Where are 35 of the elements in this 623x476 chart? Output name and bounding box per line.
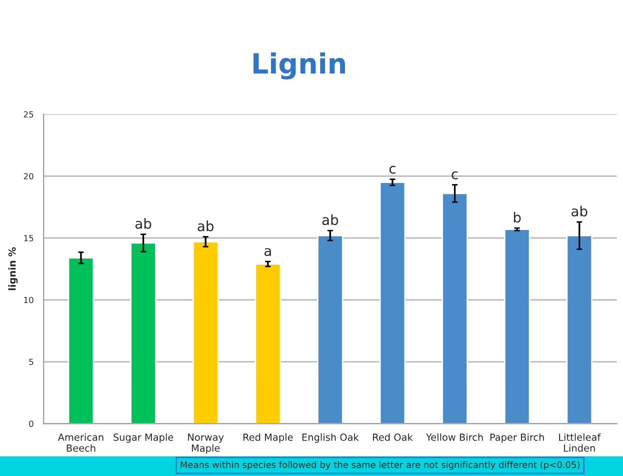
x-tick-label: American Beech [58, 433, 104, 452]
x-tick-label: Paper Birch [490, 433, 544, 443]
y-tick-label: 20 [24, 173, 34, 180]
annotation: ab [572, 206, 588, 216]
y-tick-label: 25 [24, 111, 34, 118]
bar [317, 234, 344, 424]
bar [68, 257, 94, 424]
x-tick-label: Sugar Maple [114, 433, 174, 443]
bar [379, 182, 406, 424]
annotation: ab [198, 220, 214, 232]
annotation: c [452, 171, 458, 180]
y-tick-label: 15 [24, 235, 34, 242]
x-tick-label: Red Maple [243, 433, 293, 443]
bar [130, 242, 156, 424]
text: Means within species followed by the same letter are not significantly different (p<0.05) [180, 461, 580, 470]
y-axis-title: lignin % [8, 247, 18, 290]
annotation: a [264, 248, 271, 256]
x-tick-label: Norway Maple [188, 434, 224, 454]
y-tick-label: 10 [24, 296, 34, 304]
annotation: ab [135, 218, 152, 229]
x-tick-label: Littleleaf Linden [559, 433, 601, 452]
bar [254, 263, 282, 424]
x-tick-label: Yellow Birch [426, 433, 483, 441]
annotation: b [514, 212, 521, 223]
annotation: c [389, 166, 396, 174]
y-tick-label: 0 [29, 420, 34, 427]
annotation: ab [322, 214, 338, 226]
x-tick-label: English Oak [302, 433, 359, 443]
bar [192, 241, 219, 424]
x-tick-label: Red Oak [373, 433, 413, 441]
chart-title: Lignin [254, 52, 345, 80]
bar [504, 228, 530, 424]
y-tick-label: 5 [29, 358, 34, 366]
bar [566, 234, 593, 424]
bar [442, 192, 468, 424]
